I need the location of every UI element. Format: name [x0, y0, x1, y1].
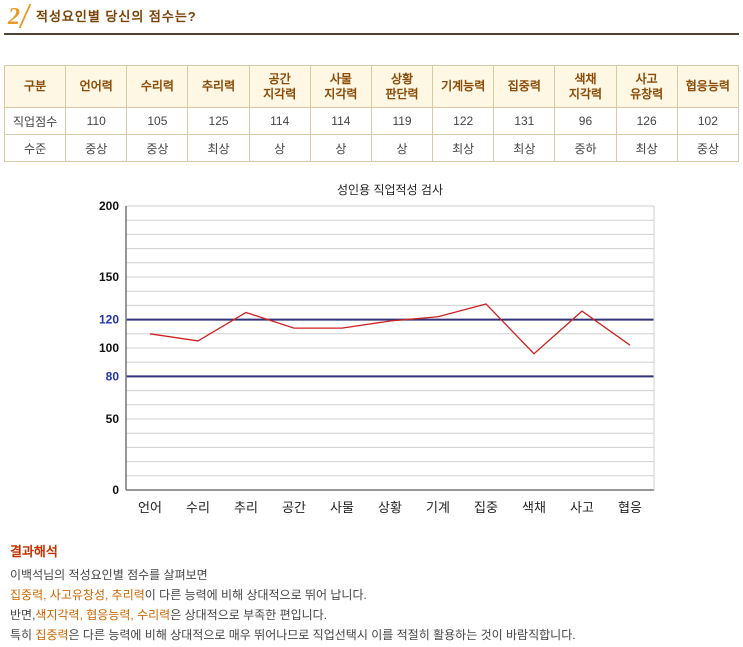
score-cell: 114 [248, 107, 311, 135]
x-tick-label: 사고 [570, 500, 594, 515]
x-tick-label: 공간 [282, 500, 306, 515]
result-line: 반면,색지각력, 협응능력, 수리력은 상대적으로 부족한 편입니다. [10, 605, 735, 625]
x-tick-label: 사물 [330, 500, 354, 515]
x-tick-label: 추리 [234, 500, 258, 515]
score-cell: 131 [493, 107, 556, 135]
column-header: 사물 지각력 [309, 65, 372, 108]
column-header: 사고 유창력 [615, 65, 678, 108]
column-header: 기계능력 [432, 65, 495, 108]
score-cell: 중하 [554, 134, 617, 162]
column-header: 협응능력 [676, 65, 740, 108]
x-tick-label: 상황 [378, 500, 402, 515]
table-row: 직업점수 110 105 125 114 114 119 122 131 96 126 102 [3, 107, 740, 135]
y-tick-label: 0 [112, 483, 119, 497]
x-tick-label: 협응 [618, 500, 642, 515]
aptitude-line-chart: 200 150 120 100 80 50 0 언어 수리 추리 공간 사물 상황 기계 집중 색채 사고 협응 성… [98, 183, 654, 515]
column-header: 구분 [3, 65, 67, 108]
result-line: 이백석님의 적성요인별 점수를 살펴보면 [10, 565, 735, 585]
score-cell: 최상 [615, 134, 678, 162]
section-number-slash-icon [18, 4, 32, 28]
score-cell: 중상 [126, 134, 189, 162]
aptitude-score-table: 구분 언어력 수리력 추리력 공간 지각력 사물 지각력 상황 판단력 기계능력 집중력 색채 지… [3, 65, 740, 162]
score-cell: 96 [554, 107, 617, 135]
score-cell: 122 [432, 107, 495, 135]
score-cell: 최상 [432, 134, 495, 162]
score-cell: 114 [309, 107, 372, 135]
result-text: 이 다른 능력에 비해 상대적으로 뛰어 납니다. [144, 588, 367, 602]
result-section-title: 결과해석 [10, 544, 58, 559]
page-title: 적성요인별 당신의 점수는? [36, 9, 197, 24]
column-header: 색채 지각력 [554, 65, 617, 108]
chart-title: 성인용 직업적성 검사 [336, 183, 442, 197]
result-text: 이백석님의 적성요인별 점수를 살펴보면 [10, 568, 208, 582]
score-cell: 125 [187, 107, 250, 135]
score-cell: 상 [248, 134, 311, 162]
score-line-series [149, 303, 630, 355]
score-cell: 최상 [187, 134, 250, 162]
result-text: 특히 [10, 628, 36, 642]
table-row: 수준 중상 중상 최상 상 상 상 최상 최상 중하 최상 중상 [3, 134, 740, 162]
score-cell: 상 [309, 134, 372, 162]
score-cell: 126 [615, 107, 678, 135]
y-tick-label: 150 [98, 270, 118, 284]
score-cell: 119 [370, 107, 434, 135]
x-tick-label: 수리 [186, 500, 210, 515]
column-header: 언어력 [65, 65, 128, 108]
section-header: 2 적성요인별 당신의 점수는? [4, 4, 739, 35]
score-cell: 중상 [65, 134, 128, 162]
column-header: 수리력 [126, 65, 189, 108]
x-tick-label: 색채 [522, 500, 546, 515]
score-cell: 110 [65, 107, 128, 135]
score-cell: 상 [370, 134, 434, 162]
column-header: 추리력 [187, 65, 250, 108]
result-text: 은 다른 능력에 비해 상대적으로 매우 뛰어나므로 직업선택시 이를 적절히 … [68, 628, 576, 642]
column-header: 상황 판단력 [370, 65, 434, 108]
x-tick-label: 기계 [426, 500, 450, 515]
section-number: 2 [8, 4, 20, 30]
result-text: 은 상대적으로 부족한 편입니다. [170, 608, 328, 622]
score-cell: 102 [676, 107, 740, 135]
highlighted-ability-text: 집중력, 사고유창성, 추리력 [10, 588, 145, 602]
highlighted-ability-text: 집중력 [35, 628, 69, 642]
column-header: 공간 지각력 [248, 65, 311, 108]
y-tick-label: 200 [98, 199, 118, 213]
highlighted-ability-text: 색지각력, 협응능력, 수리력 [35, 608, 171, 622]
y-tick-label: 120 [98, 313, 118, 327]
row-label: 수준 [3, 134, 67, 162]
result-line: 특히 집중력은 다른 능력에 비해 상대적으로 매우 뛰어나므로 직업선택시 이… [10, 625, 735, 645]
aptitude-chart-container: 200 150 120 100 80 50 0 언어 수리 추리 공간 사물 상황 기계 집중 색채 사고 협응 성… [82, 178, 662, 530]
result-text: 반면, [10, 608, 36, 622]
score-cell: 최상 [493, 134, 556, 162]
score-cell: 105 [126, 107, 189, 135]
row-label: 직업점수 [3, 107, 67, 135]
y-tick-label: 80 [105, 369, 119, 383]
y-tick-label: 100 [98, 341, 118, 355]
x-tick-label: 언어 [138, 500, 162, 515]
x-tick-label: 집중 [474, 500, 498, 515]
result-line: 집중력, 사고유창성, 추리력이 다른 능력에 비해 상대적으로 뛰어 납니다. [10, 585, 735, 605]
score-cell: 중상 [676, 134, 740, 162]
y-tick-label: 50 [105, 412, 119, 426]
column-header: 집중력 [493, 65, 556, 108]
table-header-row: 구분 언어력 수리력 추리력 공간 지각력 사물 지각력 상황 판단력 기계능력 집중력 색채 지… [3, 65, 740, 108]
